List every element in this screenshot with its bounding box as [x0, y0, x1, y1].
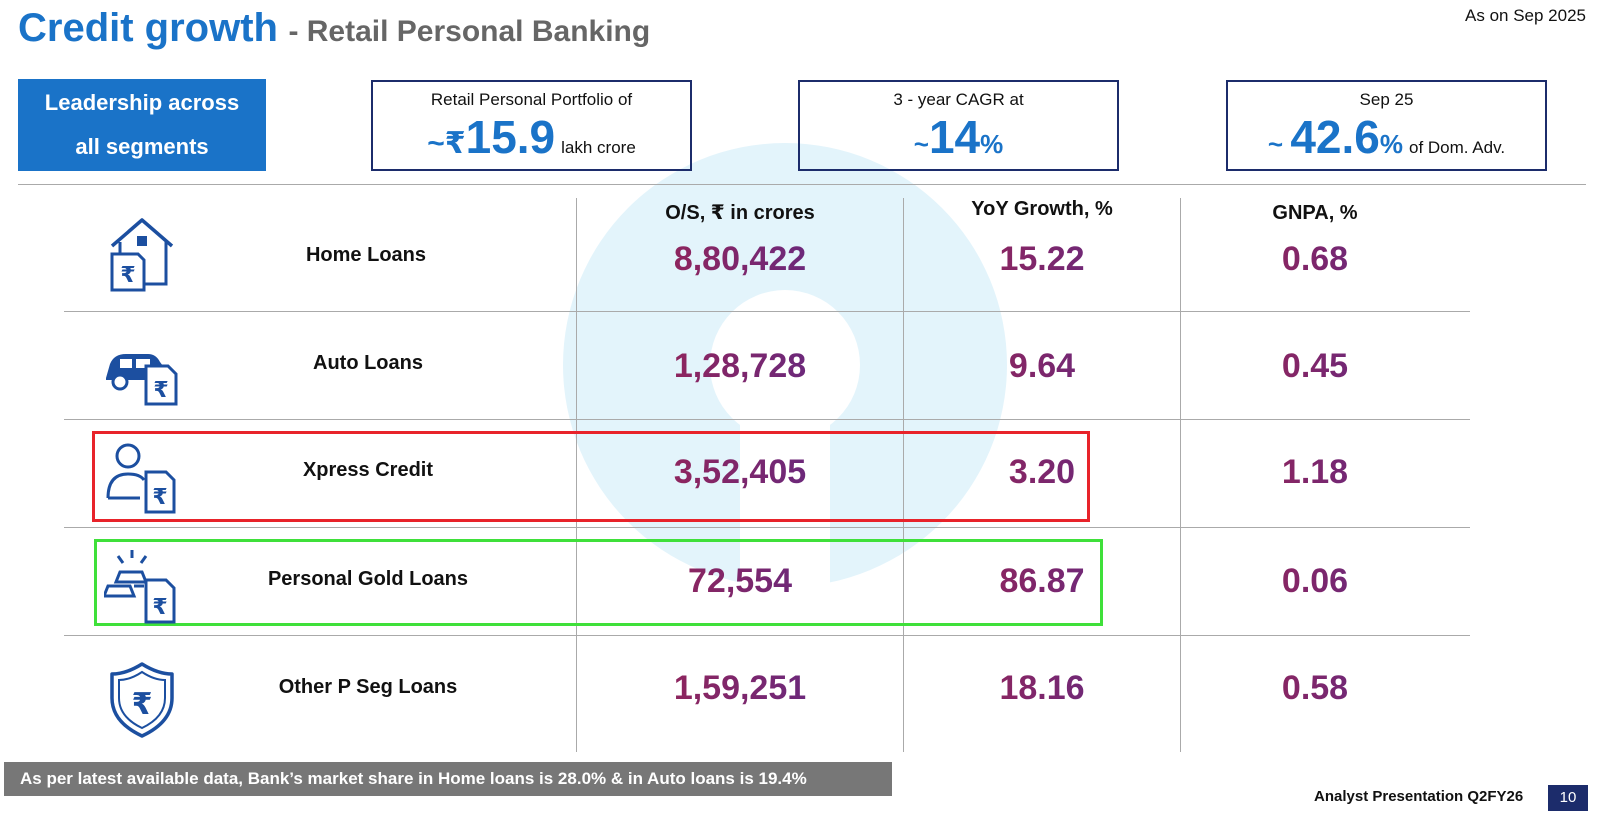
column-divider — [1180, 198, 1181, 752]
home-loan-icon: ₹ — [110, 218, 174, 292]
kpi-suffix: % — [1379, 129, 1403, 159]
row-divider — [64, 527, 1470, 528]
kpi-value: 42.6 — [1290, 111, 1380, 163]
yoy-value-home-loans: 15.22 — [912, 240, 1172, 279]
row-label-home-loans: Home Loans — [305, 244, 427, 266]
kpi-portfolio: Retail Personal Portfolio of ~₹15.9 lakh … — [371, 80, 692, 171]
gold-loan-icon: ₹ — [104, 550, 176, 624]
svg-text:₹: ₹ — [153, 378, 168, 403]
column-divider — [903, 198, 904, 752]
presentation-label: Analyst Presentation Q2FY26 — [1314, 788, 1524, 805]
kpi-value: 14 — [928, 111, 981, 163]
svg-text:₹: ₹ — [152, 595, 167, 620]
svg-text:₹: ₹ — [132, 687, 153, 722]
row-label-xpress-credit: Xpress Credit — [302, 459, 434, 481]
gnpa-value-xpress-credit: 1.18 — [1200, 453, 1430, 492]
column-header-os: O/S, ₹ in crores — [665, 202, 815, 224]
os-value-personal-gold-loans: 72,554 — [600, 562, 880, 601]
kpi-value: 15.9 — [465, 111, 556, 163]
os-value-home-loans: 8,80,422 — [600, 240, 880, 279]
page-title: Credit growth - Retail Personal Banking — [18, 6, 650, 51]
kpi-caption: Retail Personal Portfolio of — [430, 90, 633, 109]
car-loan-icon: ₹ — [106, 354, 178, 406]
svg-text:₹: ₹ — [120, 263, 135, 288]
svg-text:₹: ₹ — [152, 485, 167, 510]
leadership-banner: Leadership across all segments — [18, 79, 266, 171]
highlight-box-gold-loans — [94, 539, 1103, 626]
kpi-prefix: ~₹ — [427, 127, 466, 160]
yoy-value-auto-loans: 9.64 — [912, 347, 1172, 386]
kpi-share: Sep 25 ~ 42.6% of Dom. Adv. — [1226, 80, 1547, 171]
column-header-yoy: YoY Growth, % — [971, 198, 1113, 220]
gnpa-value-auto-loans: 0.45 — [1200, 347, 1430, 386]
row-label-other-p-seg-loans: Other P Seg Loans — [278, 676, 458, 698]
title-sub: - Retail Personal Banking — [288, 15, 651, 48]
gnpa-value-personal-gold-loans: 0.06 — [1200, 562, 1430, 601]
os-value-auto-loans: 1,28,728 — [600, 347, 880, 386]
row-divider — [64, 311, 1470, 312]
kpi-caption: Sep 25 — [1359, 90, 1414, 109]
watermark-logo-icon — [563, 143, 1007, 587]
row-divider — [64, 635, 1470, 636]
person-loan-icon: ₹ — [106, 443, 176, 514]
kpi-suffix: % — [980, 129, 1004, 159]
row-label-auto-loans: Auto Loans — [313, 352, 423, 374]
os-value-other-p-seg-loans: 1,59,251 — [600, 669, 880, 708]
kpi-caption: 3 - year CAGR at — [893, 90, 1024, 109]
column-divider — [576, 198, 577, 752]
yoy-value-other-p-seg-loans: 18.16 — [912, 669, 1172, 708]
gnpa-value-other-p-seg-loans: 0.58 — [1200, 669, 1430, 708]
kpi-cagr: 3 - year CAGR at ~14% — [798, 80, 1119, 171]
kpi-prefix: ~ — [913, 129, 929, 159]
gnpa-value-home-loans: 0.68 — [1200, 240, 1430, 279]
title-main: Credit growth — [18, 6, 278, 50]
row-label-personal-gold-loans: Personal Gold Loans — [267, 568, 469, 590]
highlight-box-xpress-credit — [92, 431, 1090, 522]
leadership-line-1: Leadership across — [44, 90, 240, 115]
as-on-date: As on Sep 2025 — [1465, 6, 1586, 25]
os-value-xpress-credit: 3,52,405 — [600, 453, 880, 492]
yoy-value-personal-gold-loans: 86.87 — [912, 562, 1172, 601]
page-number: 10 — [1548, 785, 1588, 811]
market-share-footnote: As per latest available data, Bank’s mar… — [4, 762, 892, 796]
row-divider — [64, 419, 1470, 420]
rupee-shield-icon: ₹ — [110, 662, 174, 738]
header-divider — [18, 184, 1586, 185]
yoy-value-xpress-credit: 3.20 — [912, 453, 1172, 492]
leadership-line-2: all segments — [75, 134, 209, 159]
kpi-prefix: ~ — [1267, 129, 1291, 159]
kpi-unit: lakh crore — [561, 138, 636, 157]
column-header-gnpa: GNPA, % — [1272, 202, 1358, 224]
kpi-unit: of Dom. Adv. — [1409, 138, 1506, 157]
